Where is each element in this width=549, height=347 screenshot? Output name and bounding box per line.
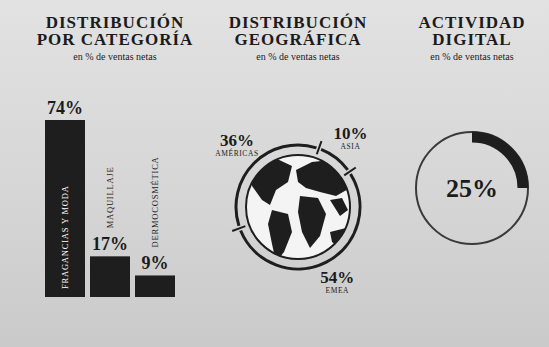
category-label: EMEA <box>325 286 349 295</box>
data-label: 17% <box>92 234 128 254</box>
slice-boundary <box>232 226 245 231</box>
pie-chart: 36%AMÉRICAS 10%ASIA 54%EMEA <box>215 124 367 296</box>
continent <box>298 196 326 248</box>
continents <box>250 158 352 262</box>
donut-chart: 25% <box>416 132 528 244</box>
continent <box>250 158 292 205</box>
subtitle: en % de ventas netas <box>28 51 203 63</box>
category-label: MAQUILLAJE <box>105 167 115 229</box>
data-label: 74% <box>47 98 83 118</box>
continent <box>268 210 292 262</box>
category-label: FRAGANCIAS Y MODA <box>60 185 70 289</box>
title-text: ACTIVIDAD DIGITAL <box>418 13 525 49</box>
chart-title: DISTRIBUCIÓN GEOGRÁFICA en % de ventas ne… <box>211 14 386 63</box>
category-label: DERMOCOSMÉTICA <box>150 156 160 247</box>
category-label: ASIA <box>341 142 361 151</box>
bar <box>135 275 175 297</box>
subtitle: en % de ventas netas <box>211 51 386 63</box>
title-text: DISTRIBUCIÓN POR CATEGORÍA <box>37 13 194 49</box>
data-label: 25% <box>446 174 498 203</box>
slice-boundary <box>317 141 322 154</box>
subtitle: en % de ventas netas <box>397 51 547 63</box>
title-text: DISTRIBUCIÓN GEOGRÁFICA <box>229 13 368 49</box>
category-label: AMÉRICAS <box>215 148 259 158</box>
continent <box>330 198 348 216</box>
data-label: 54% <box>320 268 354 287</box>
data-label: 9% <box>142 253 169 273</box>
bar <box>45 120 85 297</box>
chart-title: DISTRIBUCIÓN POR CATEGORÍA en % de ventas… <box>28 14 203 63</box>
slice <box>321 149 348 169</box>
bar <box>90 256 130 297</box>
data-label: 36% <box>220 131 254 150</box>
chart-title: ACTIVIDAD DIGITAL en % de ventas netas <box>397 14 547 63</box>
data-label: 10% <box>333 124 367 143</box>
gauge-track <box>416 132 528 244</box>
bar-chart: 74% FRAGANCIAS Y MODA 17% MAQUILLAJE 9% DERMO… <box>45 98 175 297</box>
slice <box>241 174 360 269</box>
slice-boundary <box>344 167 356 175</box>
